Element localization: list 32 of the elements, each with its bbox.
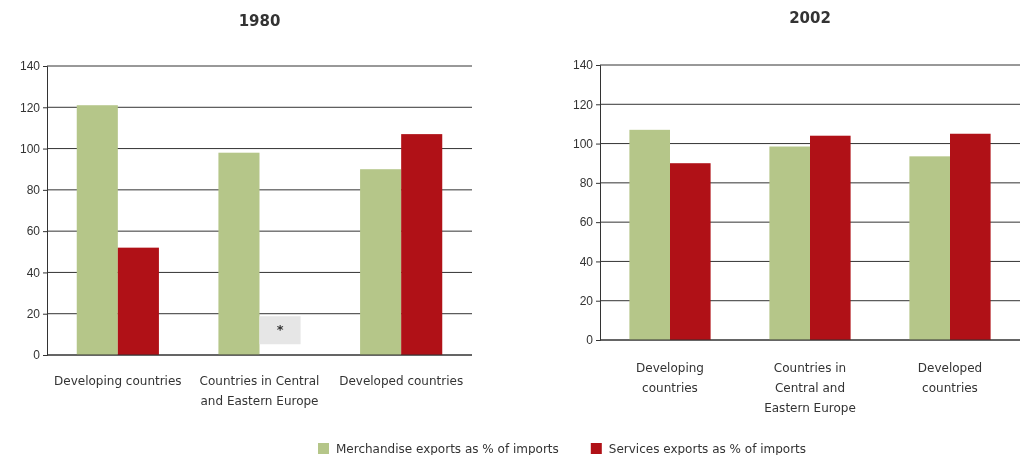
y-tick-label: 20: [26, 307, 41, 322]
x-tick-label: Countries in Central and Eastern Europe: [199, 374, 320, 408]
x-tick-label: Developed countries: [339, 374, 464, 388]
x-tick-label: Developing countries: [54, 374, 182, 388]
y-tick-label: 60: [579, 215, 594, 230]
y-tick-label: 120: [572, 97, 594, 112]
annotation: *: [276, 322, 284, 338]
y-tick-label: 140: [572, 58, 594, 73]
bar: [401, 134, 443, 355]
x-tick-label: Developing countries: [636, 361, 704, 395]
legend-label: Merchandise exports as % of imports: [336, 442, 559, 455]
chart-title: 2002: [789, 9, 831, 27]
y-tick-label: 0: [586, 333, 594, 348]
y-tick-label: 40: [26, 265, 41, 280]
chart-title: 1980: [238, 12, 281, 30]
bar: [360, 169, 402, 355]
y-tick-label: 0: [33, 348, 41, 363]
bar: [218, 152, 260, 355]
y-tick-label: 120: [19, 100, 41, 115]
y-tick-label: 100: [19, 141, 41, 156]
y-tick-label: 40: [579, 254, 594, 269]
bar: [76, 105, 118, 355]
y-tick-label: 80: [579, 176, 594, 191]
bar: [117, 247, 159, 355]
legend-label: Services exports as % of imports: [608, 442, 807, 455]
y-tick-label: 80: [26, 183, 41, 198]
y-tick-label: 100: [572, 136, 594, 151]
y-tick-label: 140: [19, 59, 41, 74]
x-tick-label: Developed countries: [917, 361, 983, 395]
y-tick-label: 60: [26, 224, 41, 239]
y-tick-label: 20: [579, 294, 594, 309]
x-tick-label: Countries in Central and Eastern Europe: [764, 361, 856, 415]
